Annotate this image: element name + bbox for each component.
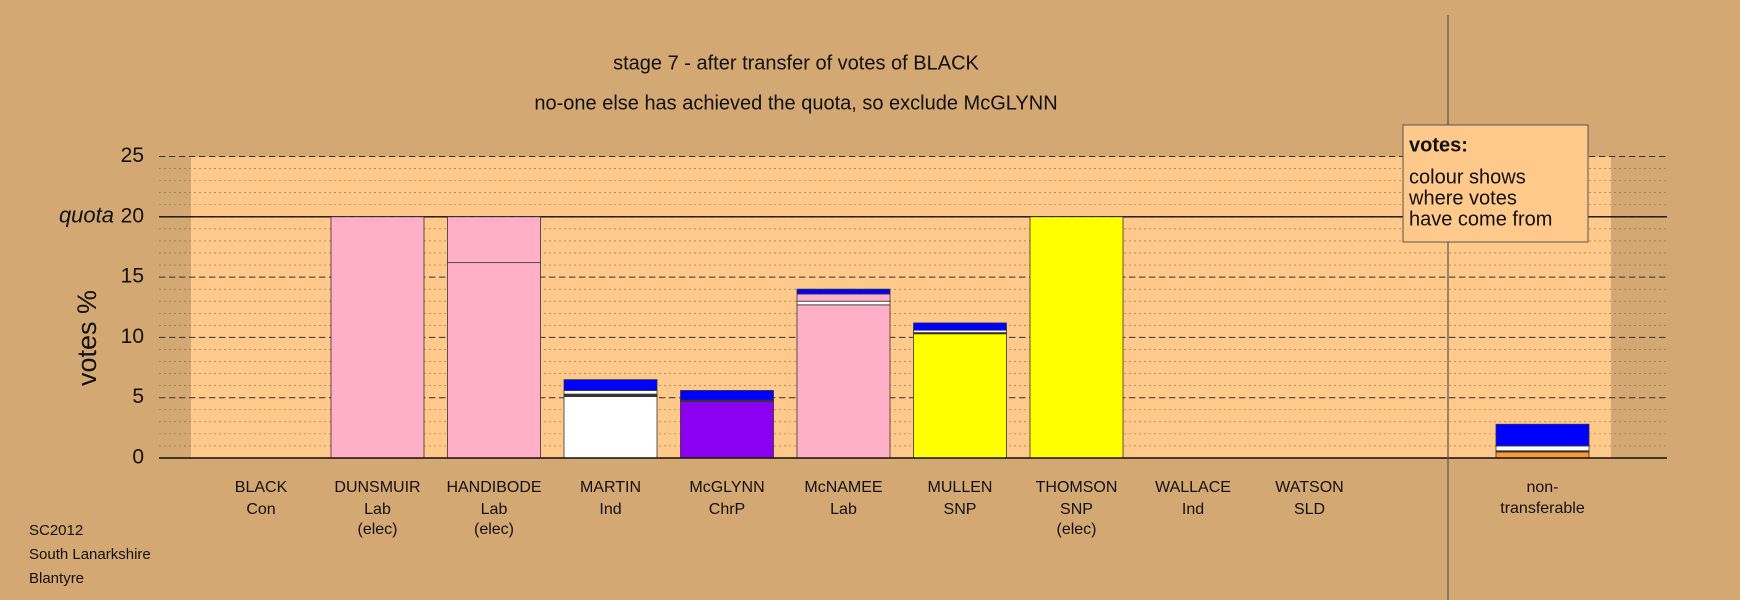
x-tick-label: MULLEN [928,479,993,496]
legend-text: where votes [1408,187,1517,209]
party-label: Con [246,501,275,518]
party-label: SNP [944,501,977,518]
y-tick-label: 5 [132,385,144,408]
party-label: Ind [599,501,621,518]
chart-title: stage 7 - after transfer of votes of BLA… [613,52,979,74]
x-tick-line: non- [1526,479,1558,496]
legend-box [1402,124,1589,243]
bar-segment [796,288,891,295]
party-label: SLD [1294,501,1325,518]
y-tick-label: 10 [121,325,144,348]
bar-segment [447,262,541,459]
x-tick-line: DUNSMUIR [334,479,420,496]
x-tick-label: McGLYNN [689,479,764,496]
bar-segment [913,322,1007,331]
x-tick-line: BLACK [235,479,288,496]
bar-segment [330,216,425,459]
party-label: ChrP [709,501,745,518]
bar-segment [796,304,891,459]
legend-title: votes: [1409,134,1468,156]
bar-segment [796,293,891,302]
bar-segment [563,390,658,395]
bar-segment [1495,445,1590,452]
bar-segment [1495,451,1590,459]
footer-text: Blantyre [29,570,84,587]
x-tick-line: McGLYNN [689,479,764,496]
x-tick-line: McNAMEE [804,479,882,496]
bars: BLACK Con DUNSMUIR Lab (elec) HANDIBODE Lab (el… [159,216,1667,538]
footer-text: SC2012 [29,522,83,539]
legend-text: colour shows [1409,166,1526,188]
x-tick-label: WALLACE [1155,479,1231,496]
bar-segment [913,333,1007,459]
bar-segment [680,400,774,459]
y-tick-label: 20 [121,204,144,227]
x-tick-label: HANDIBODE [446,479,541,496]
bar-segment [563,379,658,391]
x-tick-line: MULLEN [928,479,993,496]
footer-text: South Lanarkshire [29,546,151,563]
party-label: Ind [1182,501,1204,518]
y-tick-label: 0 [132,446,144,469]
quota-label: quota [59,203,114,228]
legend-text: have come from [1409,208,1552,230]
y-tick-label: 25 [121,144,144,167]
party-label: Lab [830,501,857,518]
plot-area [191,156,1611,458]
x-tick-line: WATSON [1275,479,1343,496]
x-tick-line: THOMSON [1036,479,1118,496]
bar-segment [680,390,774,401]
y-axis-label: votes % [72,290,102,386]
bar-segment [796,300,891,306]
x-tick-label: WATSON [1275,479,1343,496]
x-tick-label: THOMSON [1036,479,1118,496]
bar-segment [447,216,541,264]
party-label: SNP [1060,501,1093,518]
party-label: Lab [364,501,391,518]
bar-segment [563,396,658,459]
party-label: Lab [481,501,508,518]
x-tick-line: HANDIBODE [446,479,541,496]
x-tick-label: DUNSMUIR [334,479,420,496]
x-tick-label: McNAMEE [804,479,882,496]
x-tick-label: MARTIN [580,479,641,496]
bar-segment [1029,216,1124,459]
x-tick-label: non-transferable [1500,479,1585,517]
bar-segment [1495,423,1590,447]
x-tick-line: MARTIN [580,479,641,496]
x-tick-line: transferable [1500,500,1585,517]
x-tick-line: WALLACE [1155,479,1231,496]
y-tick-label: 15 [121,265,144,288]
note-label: (elec) [474,521,514,538]
note-label: (elec) [1056,521,1096,538]
chart-subtitle: no-one else has achieved the quota, so e… [534,92,1057,114]
x-tick-label: BLACK [235,479,288,496]
note-label: (elec) [357,521,397,538]
legend: votes: colour shows where votes have com… [1402,124,1589,243]
